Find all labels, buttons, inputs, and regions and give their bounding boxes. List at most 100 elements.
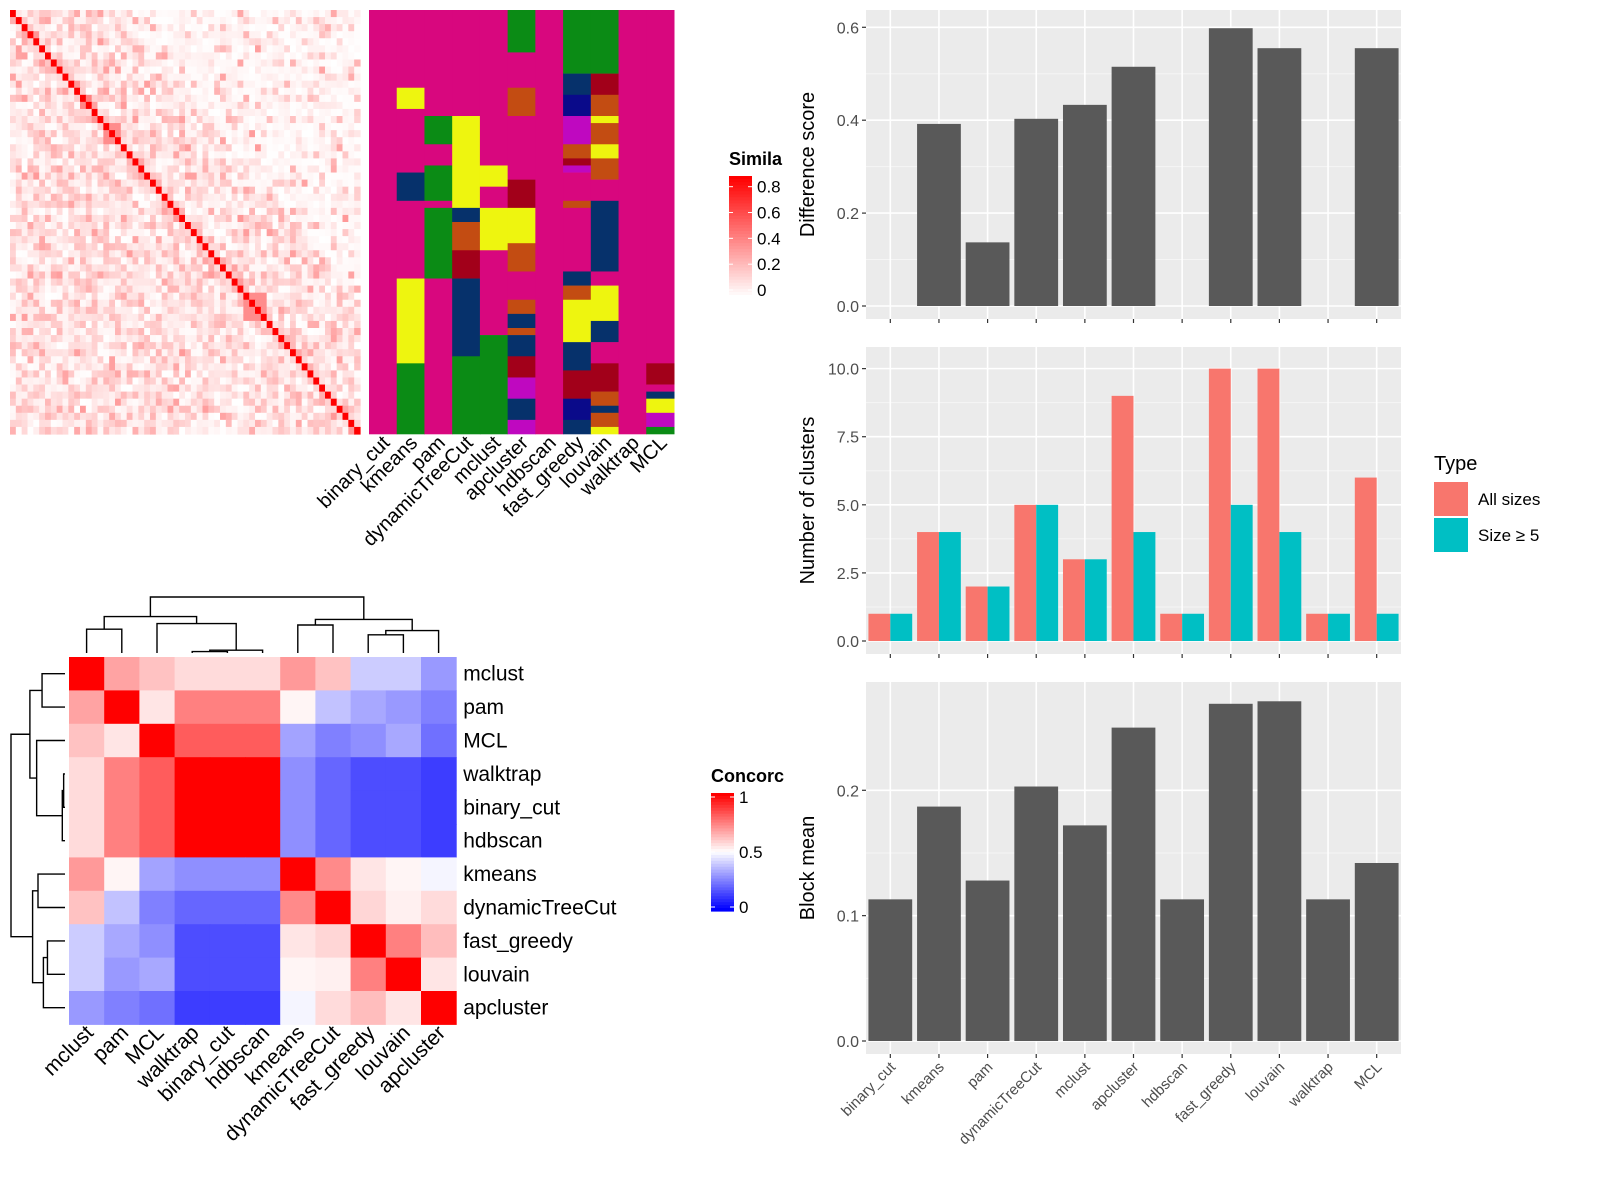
similarity-cell xyxy=(97,137,104,145)
similarity-cell xyxy=(80,179,87,188)
similarity-cell xyxy=(278,17,285,25)
similarity-cell xyxy=(21,222,29,230)
similarity-cell xyxy=(33,130,40,138)
similarity-cell xyxy=(313,10,320,18)
similarity-cell xyxy=(208,328,215,336)
similarity-cell xyxy=(10,59,17,68)
similarity-cell xyxy=(185,158,192,167)
similarity-cell xyxy=(307,391,314,400)
similarity-cell xyxy=(190,151,198,159)
similarity-cell xyxy=(225,66,233,75)
similarity-cell xyxy=(278,335,285,343)
similarity-cell xyxy=(249,31,256,39)
similarity-cell xyxy=(237,412,244,421)
similarity-cell xyxy=(185,250,192,258)
similarity-cell xyxy=(45,165,52,174)
concordance-cell xyxy=(245,723,281,758)
similarity-cell xyxy=(278,59,285,68)
similarity-cell xyxy=(150,179,157,188)
similarity-cell xyxy=(80,66,87,75)
membership-cell xyxy=(507,335,536,357)
similarity-cell xyxy=(97,342,104,350)
concordance-legend-gradient-step xyxy=(711,890,734,894)
similarity-cell xyxy=(336,356,344,364)
similarity-cell xyxy=(103,193,110,202)
similarity-cell xyxy=(202,335,209,343)
similarity-cell xyxy=(284,101,291,110)
similarity-cell xyxy=(190,405,198,414)
similarity-cell xyxy=(167,398,174,407)
similarity-cell xyxy=(39,419,46,428)
similarity-cell xyxy=(167,144,174,152)
similarity-cell xyxy=(138,123,145,131)
similarity-cell xyxy=(202,264,209,273)
similarity-cell xyxy=(138,73,145,82)
similarity-cell xyxy=(68,278,75,287)
similarity-cell xyxy=(33,257,40,265)
bar xyxy=(890,613,913,641)
similarity-cell xyxy=(237,45,244,53)
similarity-cell xyxy=(45,299,52,308)
similarity-cell xyxy=(27,377,34,386)
similarity-cell xyxy=(150,391,157,400)
similarity-cell xyxy=(80,328,87,336)
similarity-cell xyxy=(80,17,87,25)
similarity-cell xyxy=(336,313,344,322)
similarity-cell xyxy=(68,108,75,117)
similarity-cell xyxy=(155,328,163,336)
similarity-cell xyxy=(185,207,192,216)
similarity-cell xyxy=(266,384,274,393)
similarity-cell xyxy=(260,398,268,407)
similarity-cell xyxy=(336,370,344,379)
similarity-cell xyxy=(260,236,268,244)
similarity-cell xyxy=(27,80,34,89)
similarity-cell xyxy=(39,398,46,407)
similarity-cell xyxy=(272,17,279,25)
similarity-cell xyxy=(85,384,93,393)
similarity-cell xyxy=(50,116,58,124)
similarity-cell xyxy=(243,24,250,32)
similarity-cell xyxy=(185,299,192,308)
concordance-row-label: kmeans xyxy=(463,863,537,886)
similarity-cell xyxy=(278,328,285,336)
similarity-cell xyxy=(97,306,104,315)
similarity-cell xyxy=(39,52,46,61)
similarity-cell xyxy=(231,193,239,202)
similarity-cell xyxy=(179,101,186,110)
similarity-cell xyxy=(330,257,338,265)
similarity-cell xyxy=(161,207,169,216)
similarity-cell xyxy=(120,363,128,371)
similarity-cell xyxy=(301,137,309,145)
similarity-legend-gradient-step xyxy=(729,279,752,284)
similarity-cell xyxy=(50,214,58,223)
membership-cell xyxy=(452,116,481,209)
similarity-cell xyxy=(237,10,244,18)
membership-cell xyxy=(424,144,453,166)
similarity-cell xyxy=(354,405,361,414)
similarity-cell xyxy=(225,299,233,308)
similarity-cell xyxy=(173,214,180,223)
similarity-cell xyxy=(173,130,180,138)
similarity-cell xyxy=(150,59,157,68)
similarity-cell xyxy=(243,419,250,428)
similarity-cell xyxy=(150,94,157,103)
similarity-cell xyxy=(74,17,81,25)
similarity-cell xyxy=(150,412,157,421)
similarity-cell xyxy=(15,278,23,287)
similarity-cell xyxy=(50,144,58,152)
concordance-cell xyxy=(315,924,352,959)
similarity-cell xyxy=(255,271,262,280)
similarity-cell xyxy=(330,101,338,110)
similarity-cell xyxy=(185,116,192,124)
similarity-cell xyxy=(307,363,314,371)
similarity-cell xyxy=(319,101,326,110)
similarity-cell xyxy=(97,271,104,280)
similarity-cell xyxy=(132,45,139,53)
similarity-cell xyxy=(138,59,145,68)
similarity-cell xyxy=(10,271,17,280)
similarity-cell xyxy=(68,306,75,315)
similarity-cell xyxy=(185,412,192,421)
similarity-cell xyxy=(50,10,58,18)
similarity-cell xyxy=(144,257,151,265)
similarity-cell xyxy=(39,236,46,244)
